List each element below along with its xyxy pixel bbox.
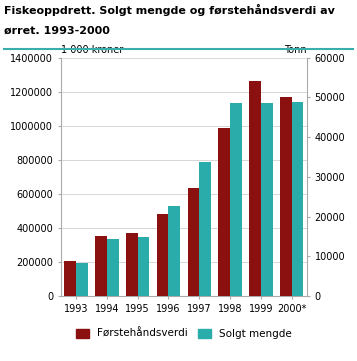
Bar xyxy=(187,188,199,296)
Text: 1 000 kroner: 1 000 kroner xyxy=(61,45,123,55)
Text: ørret. 1993-2000: ørret. 1993-2000 xyxy=(4,25,110,35)
Text: Tonn: Tonn xyxy=(285,45,307,55)
Bar xyxy=(64,261,76,296)
Bar xyxy=(280,97,292,296)
Bar xyxy=(199,162,211,296)
Bar xyxy=(76,263,88,296)
Bar xyxy=(126,233,138,296)
Bar xyxy=(138,237,149,296)
Legend: Førstehåndsverdi, Solgt mengde: Førstehåndsverdi, Solgt mengde xyxy=(72,325,296,343)
Bar xyxy=(107,239,119,296)
Bar xyxy=(157,214,169,296)
Bar xyxy=(230,103,242,296)
Text: Fiskeoppdrett. Solgt mengde og førstehåndsverdi av: Fiskeoppdrett. Solgt mengde og førstehån… xyxy=(4,4,335,16)
Bar xyxy=(169,206,180,296)
Bar xyxy=(261,103,272,296)
Bar xyxy=(249,81,261,296)
Bar xyxy=(218,127,230,296)
Bar xyxy=(292,102,303,296)
Bar xyxy=(95,236,107,296)
